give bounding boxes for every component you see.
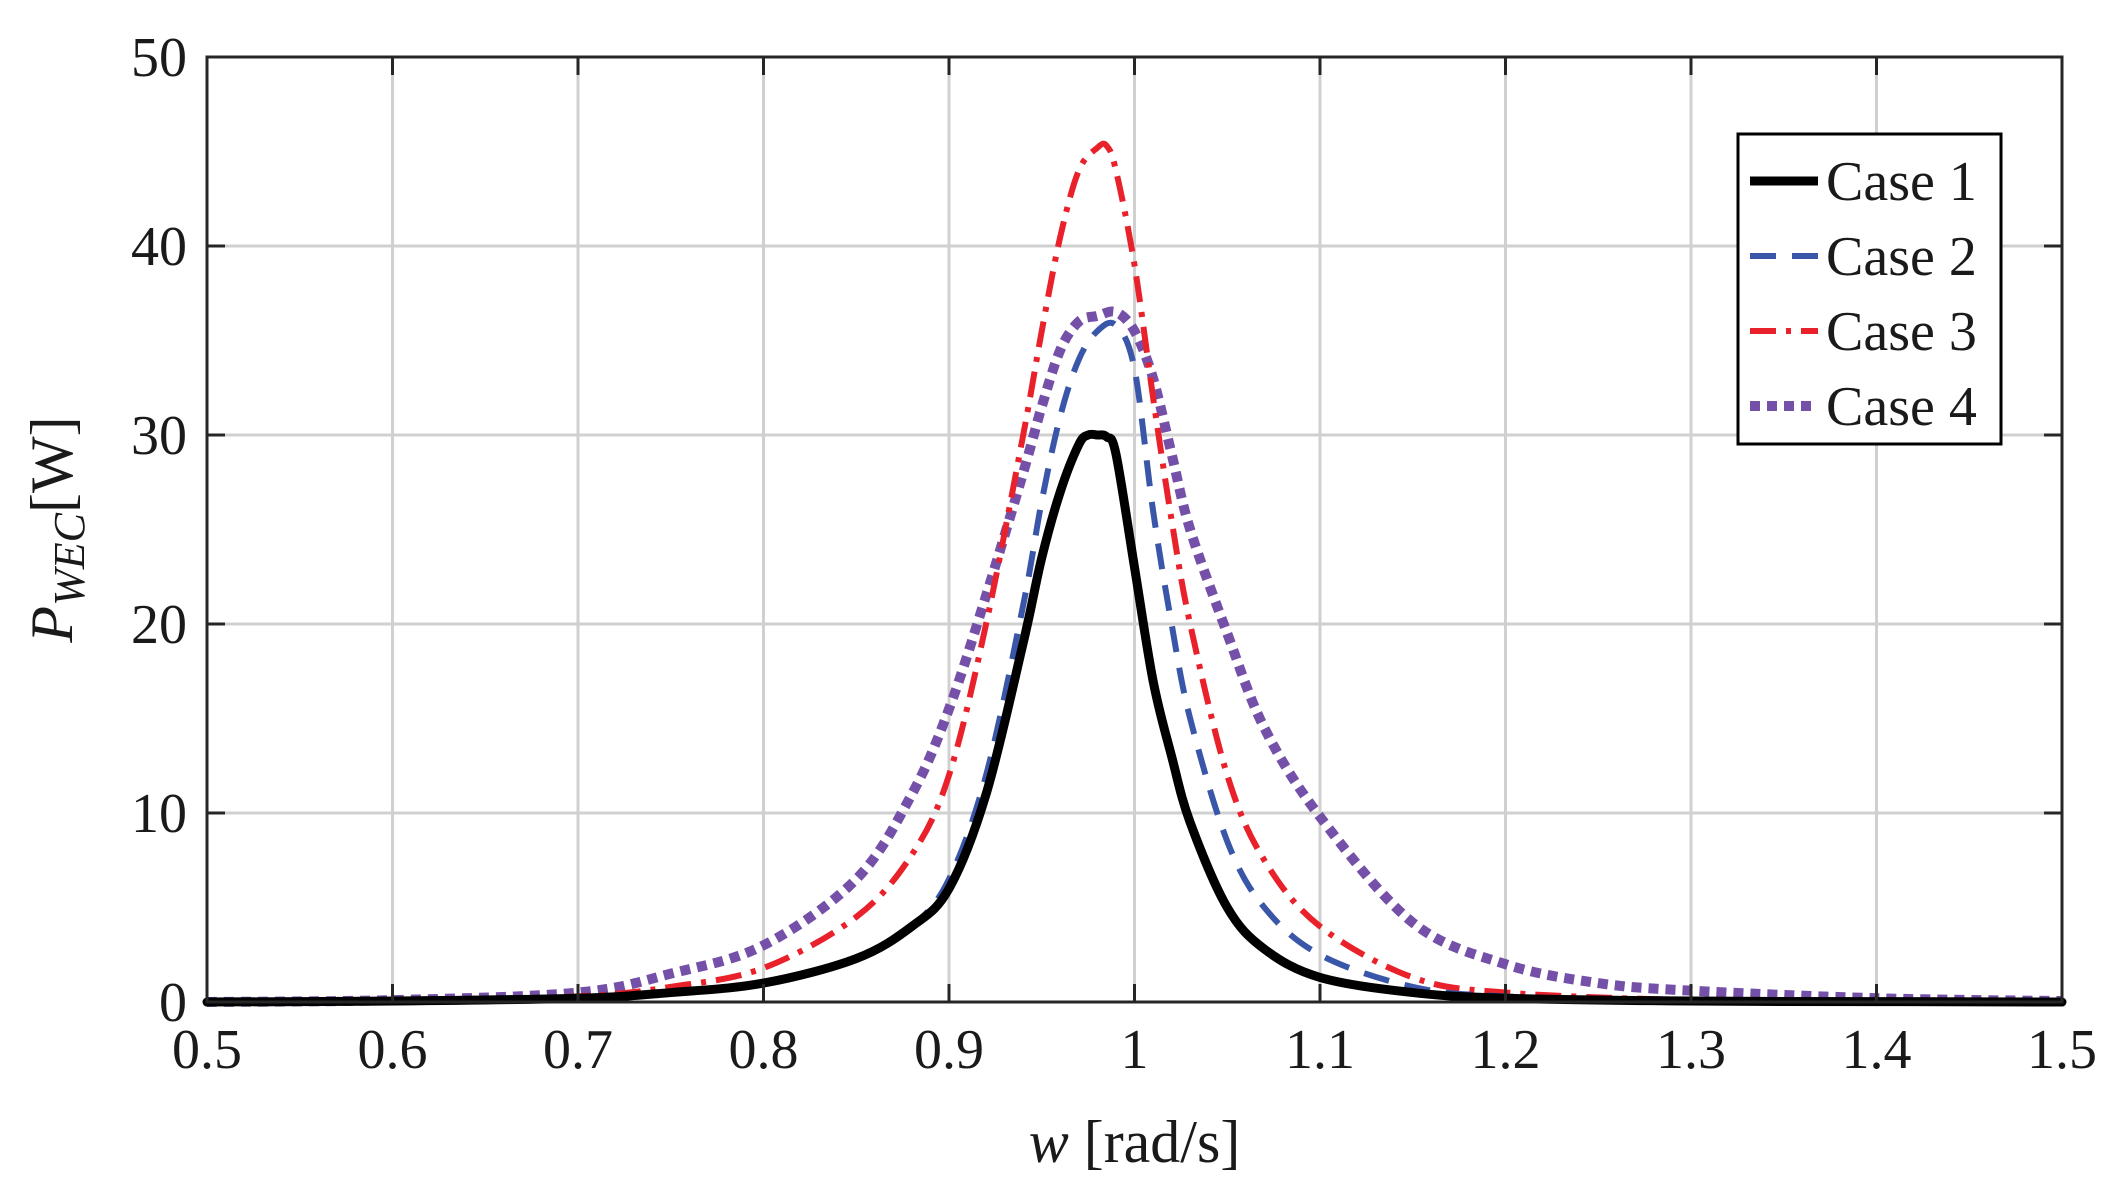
y-tick-label: 0 xyxy=(159,972,187,1034)
y-axis-label-unit: [W] xyxy=(19,416,85,513)
legend-box xyxy=(1736,132,2003,446)
y-axis-label-symbol: P xyxy=(19,606,85,644)
x-tick-label: 1.2 xyxy=(1471,1019,1541,1081)
y-tick-label: 30 xyxy=(131,405,187,467)
y-axis-label-subscript: WEC xyxy=(45,512,94,606)
legend-label-case-1: Case 1 xyxy=(1826,151,1977,213)
x-tick-label: 0.6 xyxy=(358,1019,428,1081)
x-tick-label: 1.5 xyxy=(2027,1019,2097,1081)
y-tick-label: 20 xyxy=(131,594,187,656)
x-axis-label-unit: [rad/s] xyxy=(1084,1109,1241,1175)
x-tick-label: 0.9 xyxy=(914,1019,984,1081)
legend-label-case-4: Case 4 xyxy=(1826,376,1977,438)
x-tick-label: 1.1 xyxy=(1285,1019,1355,1081)
y-tick-label: 10 xyxy=(131,783,187,845)
x-tick-label: 1 xyxy=(1121,1019,1149,1081)
x-axis-label: w [rad/s] xyxy=(1029,1109,1241,1175)
series-line-case-4 xyxy=(206,306,2063,1007)
y-tick-label: 40 xyxy=(131,216,187,278)
ticks xyxy=(205,55,2064,1004)
x-tick-label: 1.3 xyxy=(1656,1019,1726,1081)
series-line-case-1 xyxy=(202,429,2067,1007)
series-layer xyxy=(202,140,2067,1007)
legend-label-case-2: Case 2 xyxy=(1826,226,1977,288)
tick-labels: 0.5 0.6 0.7 0.8 0.9 1 1.1 1.2 1.3 1.4 1.5 0 10 20 30 40… xyxy=(131,27,2097,1081)
x-tick-label: 1.4 xyxy=(1842,1019,1912,1081)
x-tick-label: 0.8 xyxy=(729,1019,799,1081)
x-axis-label-symbol: w xyxy=(1029,1109,1069,1175)
x-tick-label: 0.5 xyxy=(172,1019,242,1081)
x-tick-label: 0.7 xyxy=(543,1019,613,1081)
y-tick-label: 50 xyxy=(131,27,187,89)
y-axis-label: PWEC[W] xyxy=(19,416,94,643)
legend: Case 1 Case 2 Case 3 Case 4 xyxy=(1736,132,2003,446)
legend-label-case-3: Case 3 xyxy=(1826,301,1977,363)
series-line-case-3 xyxy=(206,140,2063,1005)
